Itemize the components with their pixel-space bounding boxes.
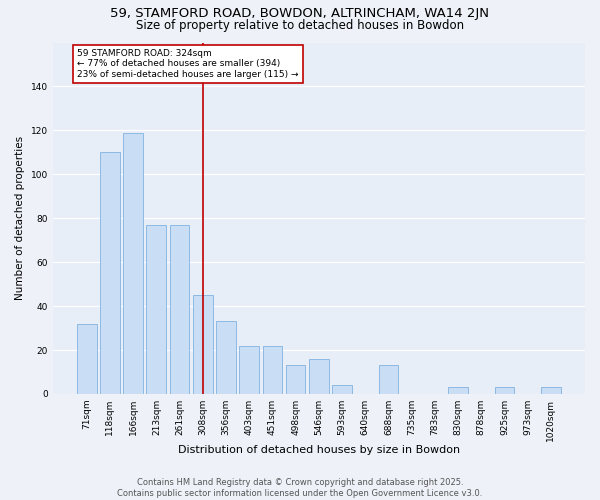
- Text: 59, STAMFORD ROAD, BOWDON, ALTRINCHAM, WA14 2JN: 59, STAMFORD ROAD, BOWDON, ALTRINCHAM, W…: [110, 8, 490, 20]
- Bar: [77, 324, 97, 394]
- Text: Contains HM Land Registry data © Crown copyright and database right 2025.
Contai: Contains HM Land Registry data © Crown c…: [118, 478, 482, 498]
- Bar: [216, 322, 236, 394]
- Bar: [123, 132, 143, 394]
- Bar: [541, 388, 561, 394]
- Bar: [170, 225, 190, 394]
- Text: 59 STAMFORD ROAD: 324sqm
← 77% of detached houses are smaller (394)
23% of semi-: 59 STAMFORD ROAD: 324sqm ← 77% of detach…: [77, 49, 299, 79]
- Bar: [100, 152, 120, 394]
- Bar: [193, 295, 212, 394]
- Bar: [379, 366, 398, 394]
- Bar: [146, 225, 166, 394]
- Bar: [286, 366, 305, 394]
- Bar: [494, 388, 514, 394]
- Bar: [263, 346, 282, 394]
- Bar: [332, 385, 352, 394]
- Bar: [448, 388, 468, 394]
- X-axis label: Distribution of detached houses by size in Bowdon: Distribution of detached houses by size …: [178, 445, 460, 455]
- Bar: [309, 359, 329, 394]
- Bar: [239, 346, 259, 394]
- Text: Size of property relative to detached houses in Bowdon: Size of property relative to detached ho…: [136, 18, 464, 32]
- Y-axis label: Number of detached properties: Number of detached properties: [15, 136, 25, 300]
